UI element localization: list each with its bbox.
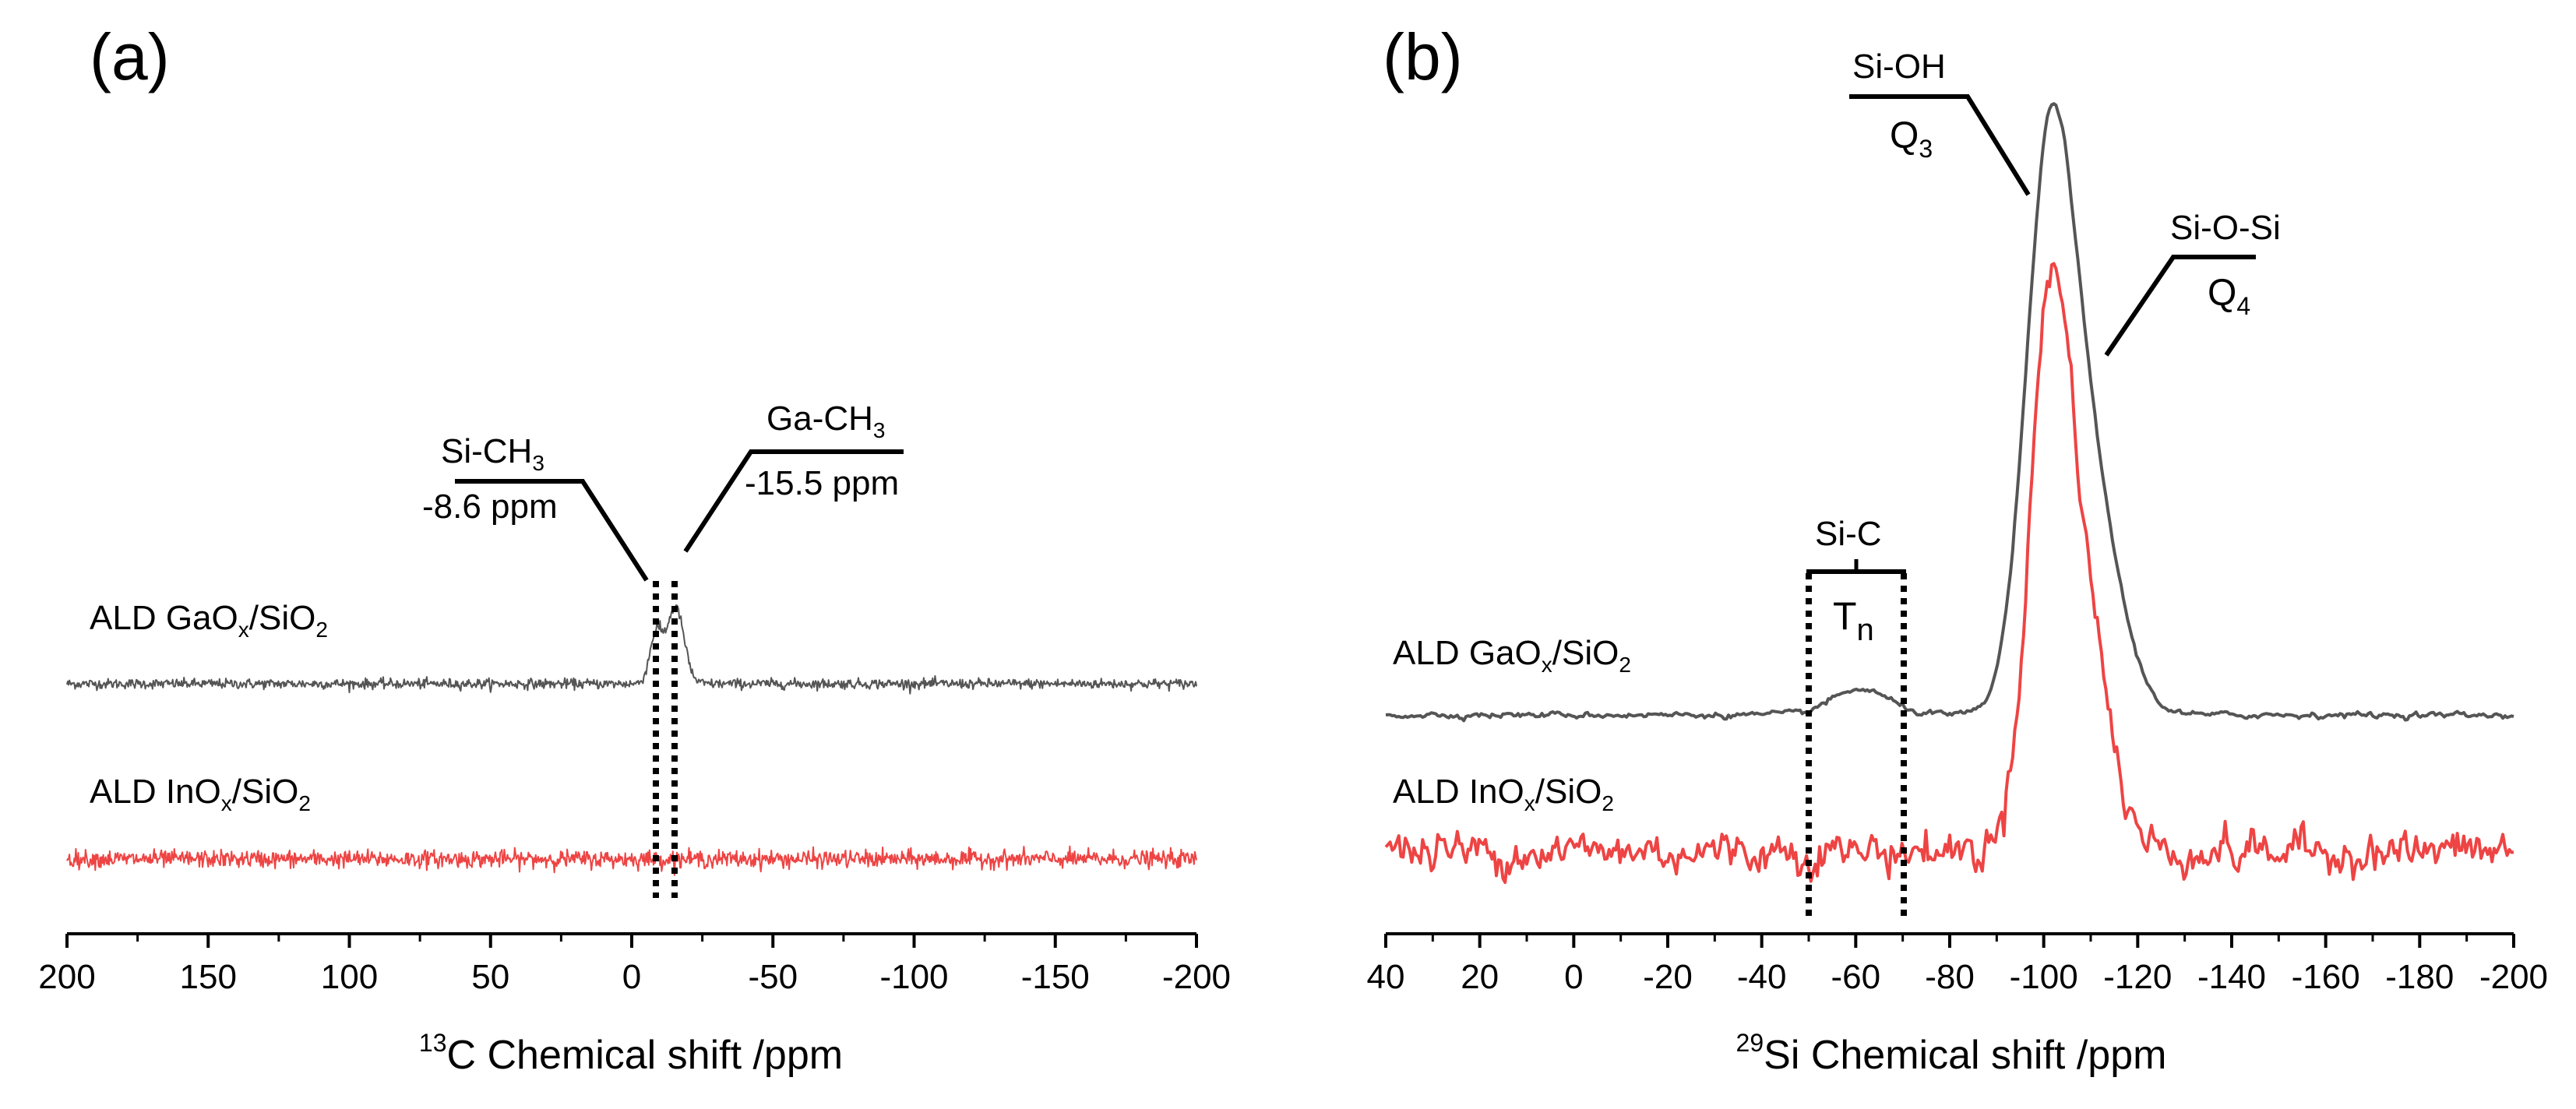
panel-b-label: (b) (1383, 20, 1463, 93)
panel-a-annotation-ga-ch3: Ga-CH3 (766, 400, 885, 442)
panel-a-leader-ga-ch3 (683, 449, 904, 553)
panel-b-series-gaox (1385, 102, 2514, 723)
panel-a-tick-label: 50 (471, 958, 509, 996)
panel-b-xlabel-rest: Si Chemical shift /ppm (1764, 1033, 2166, 1078)
panel-b-series-inox (1384, 262, 2514, 884)
panel-b-tick-label: 40 (1367, 958, 1405, 996)
panel-a-tick-label: 150 (180, 958, 237, 996)
panel-a-ticks: 200 150 100 50 0 -50 -100 -150 -200 (38, 934, 1231, 996)
panel-b-tick-label: -200 (2479, 958, 2548, 996)
panel-b-x-axis-label: 29Si Chemical shift /ppm (1736, 1029, 2167, 1078)
panel-a-legend-gaox: ALD GaOx/SiO2 (90, 599, 328, 642)
panel-b-annotation-si-c: Si-C (1815, 515, 1882, 553)
panel-a-tick-label: 200 (38, 958, 95, 996)
panel-b-bracket-si-c (1806, 569, 1906, 579)
panel-a-tick-label: -200 (1162, 958, 1231, 996)
panel-a-series-inox (66, 845, 1197, 876)
panel-b-tick-label: 0 (1564, 958, 1583, 996)
panel-a-x-axis-label: 13C Chemical shift /ppm (419, 1029, 843, 1078)
panel-a-xlabel-sup: 13 (419, 1029, 447, 1057)
panel-b: (b) 40 20 0 -20 -40 -60 -80 -100 -120 -140 -160 -18… (1367, 20, 2549, 1078)
panel-b-tick-label: -60 (1831, 958, 1881, 996)
panel-a-annotation-si-ch3: Si-CH3 (441, 432, 544, 475)
panel-a-annotation-ga-ch3-shift: -15.5 ppm (745, 464, 899, 502)
panel-a-leader-si-ch3 (455, 479, 649, 582)
panel-b-annotation-si-oh: Si-OH (1852, 48, 1946, 86)
panel-a-tick-label: 100 (321, 958, 378, 996)
panel-a-tick-label: -50 (748, 958, 798, 996)
panel-a-legend-inox: ALD InOx/SiO2 (90, 773, 311, 815)
panel-a-tick-label: -100 (879, 958, 948, 996)
panel-b-tick-label: -80 (1925, 958, 1975, 996)
panel-a-tick-label: 0 (622, 958, 641, 996)
panel-b-annotation-tn: Tn (1833, 594, 1874, 647)
panel-b-tick-label: -100 (2010, 958, 2078, 996)
panel-b-tick-label: -20 (1643, 958, 1693, 996)
panel-b-annotation-q3: Q3 (1890, 115, 1933, 163)
panel-b-annotation-q4: Q4 (2208, 273, 2250, 320)
panel-b-tick-label: -180 (2385, 958, 2454, 996)
panel-a-tick-label: -150 (1021, 958, 1090, 996)
panel-b-xlabel-sup: 29 (1736, 1029, 1764, 1057)
panel-b-tick-label: 20 (1461, 958, 1499, 996)
panel-a-label: (a) (90, 20, 170, 93)
panel-a: (a) 200 150 100 50 0 -50 -100 -150 -200 13C Chem… (38, 20, 1231, 1078)
panel-a-annotation-si-ch3-shift: -8.6 ppm (422, 488, 558, 526)
panel-b-leader-si-o-si (2104, 255, 2256, 357)
panel-b-legend-gaox: ALD GaOx/SiO2 (1393, 634, 1631, 677)
panel-b-tick-label: -40 (1737, 958, 1787, 996)
panel-b-legend-inox: ALD InOx/SiO2 (1393, 773, 1614, 815)
panel-a-series-gaox (66, 604, 1197, 695)
panel-b-annotation-si-o-si: Si-O-Si (2170, 209, 2281, 247)
panel-b-tick-label: -120 (2103, 958, 2172, 996)
panel-b-tick-label: -140 (2197, 958, 2266, 996)
panel-b-leader-si-oh (1849, 94, 2031, 196)
panel-b-tick-label: -160 (2292, 958, 2360, 996)
panel-b-ticks: 40 20 0 -20 -40 -60 -80 -100 -120 -140 -160 -180 -20… (1367, 934, 2548, 996)
panel-a-xlabel-rest: C Chemical shift /ppm (446, 1033, 843, 1078)
